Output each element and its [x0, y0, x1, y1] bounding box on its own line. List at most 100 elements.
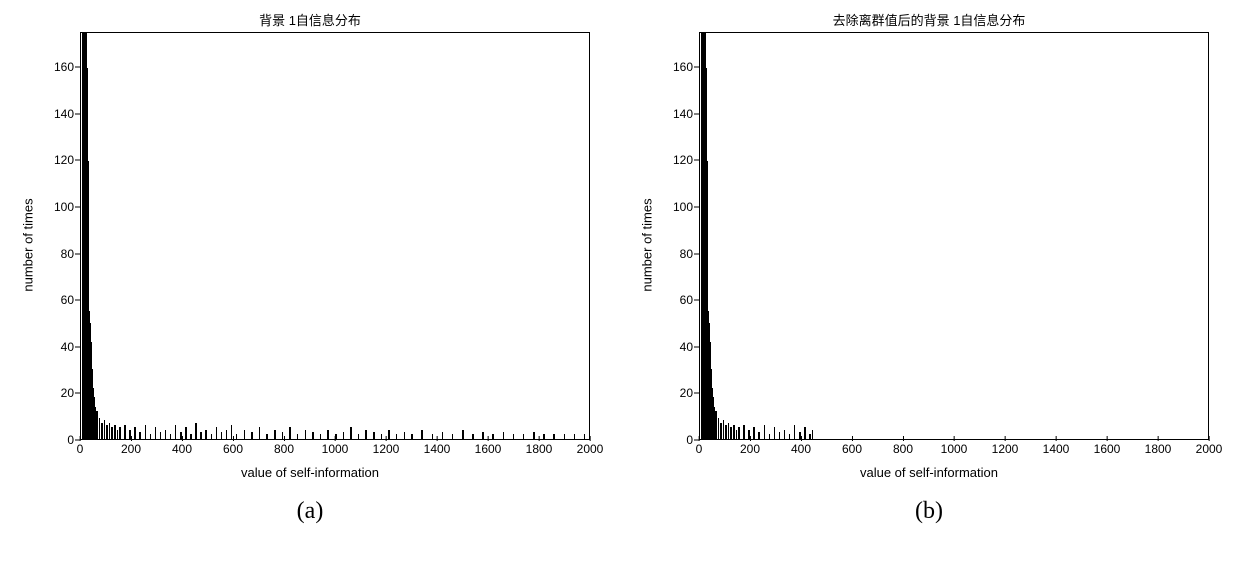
x-tick: 400: [791, 442, 811, 456]
histogram-bar: [320, 434, 322, 439]
chart-a: 背景 1自信息分布 number of times 02040608010012…: [20, 10, 600, 480]
histogram-bar: [251, 432, 253, 439]
histogram-bar: [794, 425, 796, 439]
x-tick: 2000: [577, 442, 604, 456]
x-tick: 600: [223, 442, 243, 456]
y-tick: 0: [67, 433, 74, 447]
histogram-bar: [809, 434, 811, 439]
histogram-bar: [442, 432, 444, 439]
histogram-bar: [725, 425, 727, 439]
histogram-bar: [774, 427, 776, 439]
x-tick: 2000: [1196, 442, 1223, 456]
histogram-bar: [804, 427, 806, 439]
x-tick: 1600: [1094, 442, 1121, 456]
histogram-bar: [289, 427, 291, 439]
histogram-bar: [432, 434, 434, 439]
histogram-bar: [150, 434, 152, 439]
histogram-bar: [421, 430, 423, 439]
histogram-bar: [312, 432, 314, 439]
histogram-bar: [139, 432, 141, 439]
x-tick: 1600: [475, 442, 502, 456]
y-tick: 60: [680, 293, 693, 307]
histogram-bar: [134, 427, 136, 439]
histogram-bar: [523, 434, 525, 439]
histogram-bar: [119, 427, 121, 439]
histogram-bar: [373, 432, 375, 439]
histogram-bar: [452, 434, 454, 439]
histogram-bar: [190, 434, 192, 439]
histogram-bar: [812, 430, 814, 439]
histogram-bar: [738, 427, 740, 439]
histogram-bar: [723, 420, 725, 439]
panel-a-subcaption: (a): [297, 498, 324, 525]
histogram-bar: [733, 425, 735, 439]
chart-a-xlabel: value of self-information: [20, 465, 600, 480]
histogram-bar: [728, 423, 730, 439]
chart-b-xlabel: value of self-information: [639, 465, 1219, 480]
y-tick: 120: [673, 153, 693, 167]
chart-a-yticks: 020406080100120140160: [20, 32, 80, 440]
histogram-bar: [350, 427, 352, 439]
x-tick: 200: [740, 442, 760, 456]
histogram-bar: [396, 434, 398, 439]
histogram-bar: [205, 430, 207, 439]
y-tick: 140: [54, 107, 74, 121]
histogram-bar: [388, 430, 390, 439]
panel-b-subcaption: (b): [915, 498, 943, 525]
y-tick: 20: [680, 386, 693, 400]
histogram-bar: [305, 430, 307, 439]
histogram-bar: [104, 420, 106, 439]
x-tick: 1800: [1145, 442, 1172, 456]
panel-b: 去除离群值后的背景 1自信息分布 number of times 0204060…: [639, 10, 1219, 562]
histogram-bar: [236, 434, 238, 439]
chart-a-xticks: 0200400600800100012001400160018002000: [80, 440, 590, 460]
x-tick: 800: [274, 442, 294, 456]
histogram-bar: [784, 430, 786, 439]
histogram-bar: [244, 430, 246, 439]
x-tick: 0: [77, 442, 84, 456]
histogram-bar: [96, 411, 98, 439]
histogram-bar: [381, 434, 383, 439]
y-tick: 160: [673, 60, 693, 74]
histogram-bar: [274, 430, 276, 439]
x-tick: 1400: [1043, 442, 1070, 456]
y-tick: 40: [680, 340, 693, 354]
y-tick: 100: [54, 200, 74, 214]
histogram-bar: [715, 411, 717, 439]
histogram-bar: [343, 432, 345, 439]
histogram-bar: [404, 432, 406, 439]
histogram-bar: [411, 434, 413, 439]
chart-a-plot: [80, 32, 590, 440]
y-tick: 100: [673, 200, 693, 214]
histogram-bar: [327, 430, 329, 439]
histogram-bar: [482, 432, 484, 439]
histogram-bar: [124, 425, 126, 439]
histogram-bar: [584, 434, 586, 439]
histogram-bar: [170, 434, 172, 439]
histogram-bar: [195, 423, 197, 439]
x-tick: 200: [121, 442, 141, 456]
histogram-bar: [101, 423, 103, 439]
histogram-bar: [160, 432, 162, 439]
histogram-bar: [513, 434, 515, 439]
chart-b-xticks: 0200400600800100012001400160018002000: [699, 440, 1209, 460]
x-tick: 0: [696, 442, 703, 456]
histogram-bar: [155, 427, 157, 439]
histogram-bar: [365, 430, 367, 439]
histogram-bar: [462, 430, 464, 439]
histogram-bar: [553, 434, 555, 439]
y-tick: 40: [61, 340, 74, 354]
y-tick: 0: [686, 433, 693, 447]
chart-b-title: 去除离群值后的背景 1自信息分布: [639, 10, 1219, 29]
chart-b: 去除离群值后的背景 1自信息分布 number of times 0204060…: [639, 10, 1219, 480]
histogram-bar: [109, 423, 111, 439]
histogram-bar: [99, 418, 101, 439]
histogram-bar: [503, 432, 505, 439]
x-tick: 1200: [992, 442, 1019, 456]
x-tick: 1800: [526, 442, 553, 456]
chart-b-yticks: 020406080100120140160: [639, 32, 699, 440]
histogram-bar: [779, 432, 781, 439]
chart-b-plot: [699, 32, 1209, 440]
histogram-bar: [533, 432, 535, 439]
x-tick: 800: [893, 442, 913, 456]
